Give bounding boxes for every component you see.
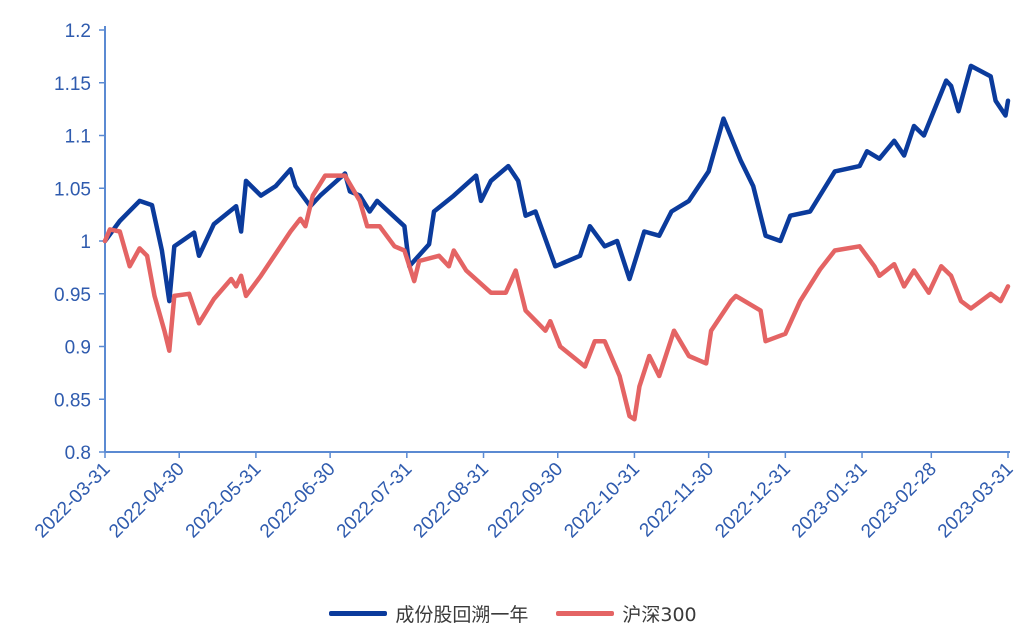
y-tick-label: 1.15 bbox=[54, 74, 91, 95]
x-tick-label: 2022-11-30 bbox=[636, 459, 719, 542]
x-tick-label: 2022-10-31 bbox=[560, 459, 644, 543]
legend-label-csi300: 沪深300 bbox=[622, 604, 697, 626]
x-tick-label: 2022-08-31 bbox=[409, 459, 493, 543]
x-tick-label: 2022-06-30 bbox=[256, 459, 340, 543]
y-tick-label: 1.1 bbox=[65, 127, 91, 148]
series-line-csi300 bbox=[102, 173, 1011, 422]
y-tick-label: 0.8 bbox=[65, 443, 91, 464]
x-tick-label: 2022-09-30 bbox=[484, 459, 568, 543]
series-line-constituents bbox=[102, 63, 1011, 304]
legend-label-constituents: 成份股回溯一年 bbox=[395, 604, 529, 626]
legend: 成份股回溯一年 沪深300 bbox=[0, 600, 1026, 627]
axes: 0.80.850.90.9511.051.11.151.22022-03-312… bbox=[31, 21, 1018, 542]
y-tick-label: 0.9 bbox=[65, 338, 91, 359]
x-tick-label: 2022-04-30 bbox=[105, 459, 189, 543]
y-tick-label: 1.2 bbox=[65, 21, 91, 42]
y-tick-label: 1.05 bbox=[54, 179, 91, 200]
legend-swatch-constituents bbox=[329, 611, 388, 616]
x-tick-label: 2022-12-31 bbox=[711, 459, 795, 543]
x-tick-label: 2023-02-28 bbox=[857, 459, 941, 543]
x-tick-label: 2022-07-31 bbox=[333, 459, 417, 543]
series-lines bbox=[102, 63, 1011, 422]
legend-item-constituents: 成份股回溯一年 bbox=[329, 600, 528, 627]
y-tick-label: 1 bbox=[80, 232, 91, 253]
legend-item-csi300: 沪深300 bbox=[556, 600, 697, 627]
x-tick-label: 2023-03-31 bbox=[934, 459, 1018, 543]
x-tick-label: 2022-03-31 bbox=[31, 459, 115, 543]
y-tick-label: 0.85 bbox=[54, 390, 91, 411]
legend-swatch-csi300 bbox=[556, 611, 615, 616]
y-tick-label: 0.95 bbox=[54, 285, 91, 306]
x-tick-label: 2022-05-31 bbox=[182, 459, 266, 543]
